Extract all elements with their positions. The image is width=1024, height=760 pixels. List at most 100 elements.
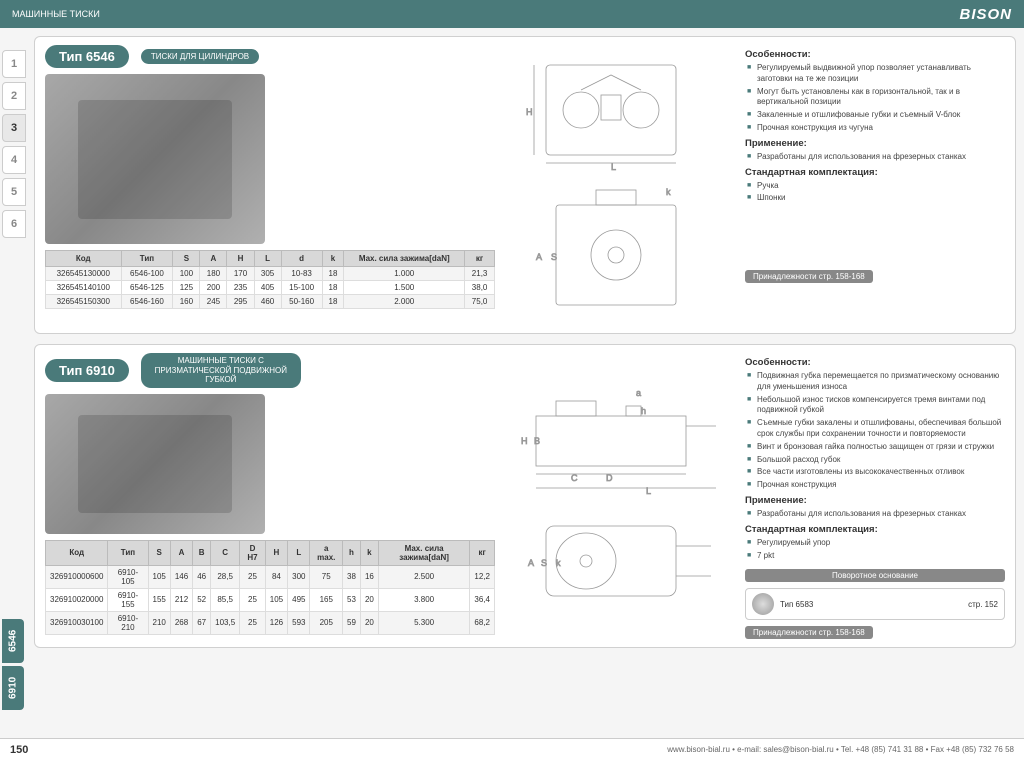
svg-text:H: H (526, 107, 533, 117)
feature-item: Подвижная губка перемещается по призмати… (747, 371, 1005, 393)
table-header: S (148, 540, 170, 565)
feature-item: Съемные губки закалены и отшлифованы, об… (747, 418, 1005, 440)
table-row: 3269100006006910-1051051464628,525843007… (46, 565, 495, 588)
page-footer: 150 www.bison-bial.ru • e-mail: sales@bi… (0, 738, 1024, 760)
feature-item: Винт и бронзовая гайка полностью защищен… (747, 442, 1005, 453)
type-badge: Тип 6910 (45, 359, 129, 382)
table-header: Тип (121, 251, 173, 267)
features-block: Особенности: Подвижная губка перемещается… (737, 353, 1005, 639)
svg-text:H: H (521, 436, 528, 446)
page-header: МАШИННЫЕ ТИСКИ BISON (0, 0, 1024, 28)
features-heading: Особенности: (745, 357, 1005, 368)
footer-contact: www.bison-bial.ru • e-mail: sales@bison-… (667, 745, 1014, 754)
feature-item: Разработаны для использования на фрезерн… (747, 509, 1005, 520)
accessories-link[interactable]: Принадлежности стр. 158-168 (745, 626, 873, 639)
table-row: 3265451503006546-16016024529546050-16018… (46, 295, 495, 309)
feature-item: Шпонки (747, 193, 1005, 204)
feature-item: Разработаны для использования на фрезерн… (747, 152, 1005, 163)
feature-item: Регулируемый упор (747, 538, 1005, 549)
rotate-page: стр. 152 (968, 600, 998, 609)
accessories-link[interactable]: Принадлежности стр. 158-168 (745, 270, 873, 283)
table-header: Код (46, 540, 108, 565)
section-tabs: 1 2 3 4 5 6 (2, 50, 26, 238)
table-header: D H7 (240, 540, 266, 565)
svg-text:D: D (606, 473, 613, 483)
table-header: H (265, 540, 287, 565)
svg-text:k: k (666, 187, 671, 197)
svg-text:C: C (571, 473, 578, 483)
svg-text:h: h (641, 406, 646, 416)
product-panel-6910: Тип 6910 МАШИННЫЕ ТИСКИ С ПРИЗМАТИЧЕСКОЙ… (34, 344, 1016, 648)
feature-item: Все части изготовлены из высококачествен… (747, 467, 1005, 478)
table-header: кг (470, 540, 495, 565)
technical-drawing: H L AS k (506, 45, 726, 325)
product-panel-6546: Тип 6546 ТИСКИ ДЛЯ ЦИЛИНДРОВ КодТипSAHLd… (34, 36, 1016, 334)
table-header: d (281, 251, 322, 267)
table-header: A (170, 540, 192, 565)
equipment-heading: Стандартная комплектация: (745, 167, 1005, 178)
section-tab-6[interactable]: 6 (2, 210, 26, 238)
svg-text:a: a (636, 388, 641, 398)
svg-text:A: A (536, 252, 542, 262)
section-tab-1[interactable]: 1 (2, 50, 26, 78)
table-row: 3265451300006546-10010018017030510-83181… (46, 267, 495, 281)
product-photo (45, 74, 265, 244)
product-photo (45, 394, 265, 534)
type-tabs: 6546 6910 (2, 619, 24, 710)
feature-item: Прочная конструкция из чугуна (747, 123, 1005, 134)
table-header: A (200, 251, 227, 267)
section-tab-2[interactable]: 2 (2, 82, 26, 110)
feature-item: Регулируемый выдвижной упор позволяет ус… (747, 63, 1005, 85)
rotate-base-ref[interactable]: Тип 6583 стр. 152 (745, 588, 1005, 620)
svg-text:k: k (556, 558, 561, 568)
table-header: k (360, 540, 378, 565)
table-header: кг (465, 251, 495, 267)
svg-text:B: B (534, 436, 540, 446)
feature-item: Закаленные и отшлифованые губки и съемны… (747, 110, 1005, 121)
table-header: Тип (108, 540, 148, 565)
type-tab-6546[interactable]: 6546 (2, 619, 24, 663)
rotate-type: Тип 6583 (780, 600, 813, 609)
table-header: L (254, 251, 281, 267)
type-subtitle: ТИСКИ ДЛЯ ЦИЛИНДРОВ (141, 49, 259, 65)
table-row: 3269100200006910-1551552125285,525105495… (46, 588, 495, 611)
page-number: 150 (10, 744, 28, 756)
table-header: h (343, 540, 361, 565)
feature-item: 7 pkt (747, 551, 1005, 562)
application-heading: Применение: (745, 138, 1005, 149)
table-header: a max. (310, 540, 343, 565)
technical-drawing: HB ah CD L AS k (506, 366, 726, 626)
section-tab-4[interactable]: 4 (2, 146, 26, 174)
table-header: C (211, 540, 240, 565)
features-heading: Особенности: (745, 49, 1005, 60)
table-row: 3265451401006546-12512520023540515-10018… (46, 281, 495, 295)
features-block: Особенности: Регулируемый выдвижной упор … (737, 45, 1005, 325)
rotate-base-heading: Поворотное основание (745, 569, 1005, 582)
section-tab-5[interactable]: 5 (2, 178, 26, 206)
equipment-heading: Стандартная комплектация: (745, 524, 1005, 535)
table-header: L (288, 540, 310, 565)
application-heading: Применение: (745, 495, 1005, 506)
table-header: Мах. сила зажима[daN] (344, 251, 465, 267)
feature-item: Могут быть установлены как в горизонталь… (747, 87, 1005, 109)
table-header: S (173, 251, 200, 267)
brand-logo: BISON (959, 6, 1012, 23)
svg-text:A: A (528, 558, 534, 568)
type-badge: Тип 6546 (45, 45, 129, 68)
table-header: Мах. сила зажима[daN] (378, 540, 470, 565)
spec-table: КодТипSABCD H7HLa max.hkМах. сила зажима… (45, 540, 495, 635)
spec-table: КодТипSAHLdkМах. сила зажима[daN]кг32654… (45, 250, 495, 309)
feature-item: Небольшой износ тисков компенсируется тр… (747, 395, 1005, 417)
type-tab-6910[interactable]: 6910 (2, 666, 24, 710)
table-row: 3269100301006910-21021026867103,52512659… (46, 611, 495, 634)
svg-text:S: S (551, 252, 557, 262)
type-subtitle: МАШИННЫЕ ТИСКИ С ПРИЗМАТИЧЕСКОЙ ПОДВИЖНО… (141, 353, 301, 388)
feature-item: Большой расход губок (747, 455, 1005, 466)
table-header: H (227, 251, 254, 267)
section-tab-3[interactable]: 3 (2, 114, 26, 142)
rotate-base-icon (752, 593, 774, 615)
header-title: МАШИННЫЕ ТИСКИ (12, 9, 100, 19)
table-header: Код (46, 251, 122, 267)
svg-text:L: L (646, 486, 651, 496)
svg-text:L: L (611, 162, 616, 172)
